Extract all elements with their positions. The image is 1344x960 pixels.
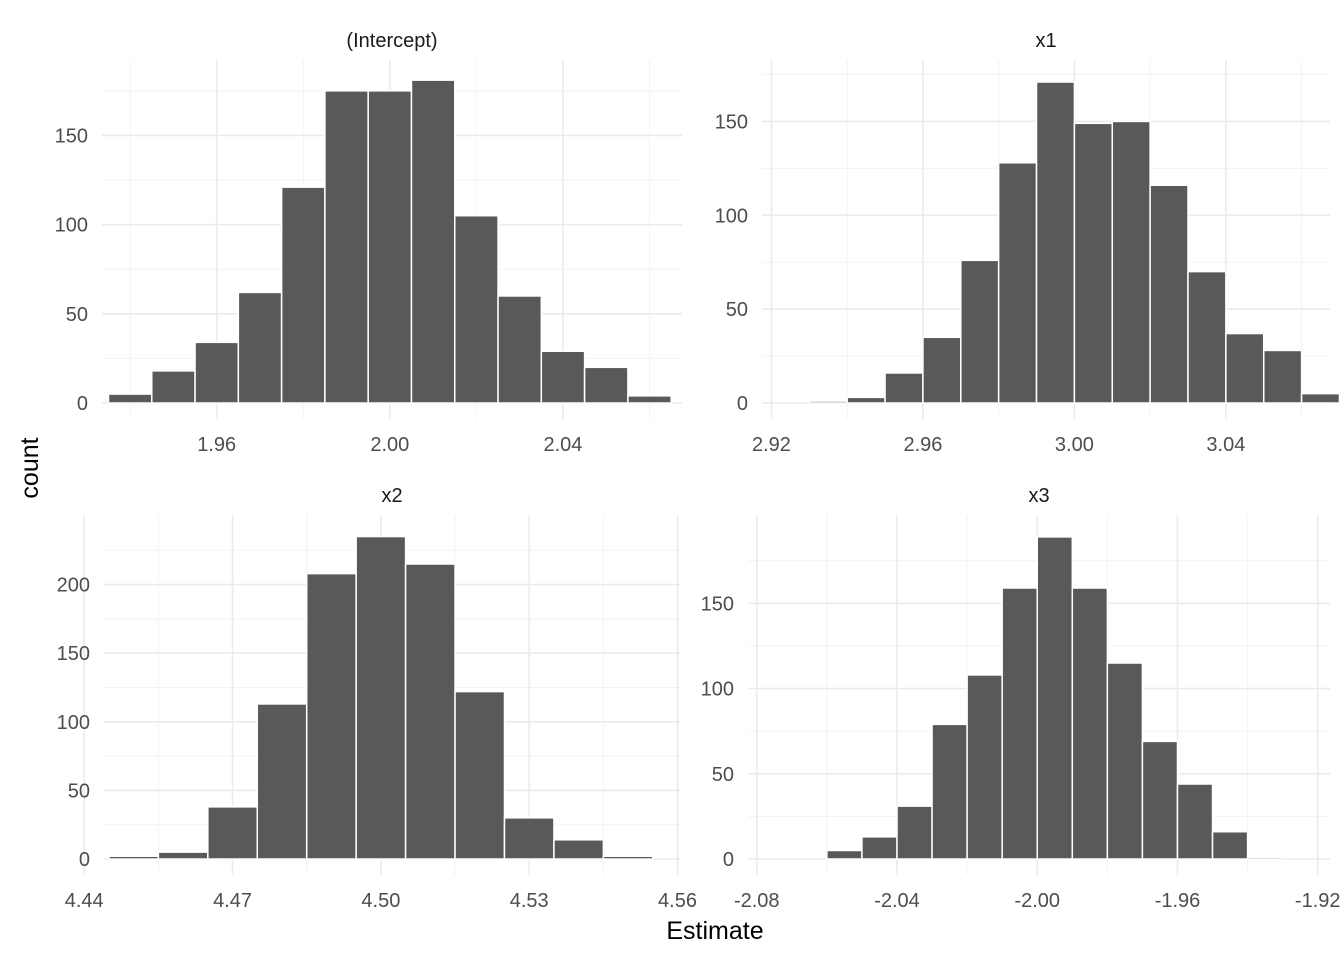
histogram-bar [410, 79, 456, 404]
x-tick-label: 2.96 [903, 434, 942, 456]
histogram-bar [826, 849, 863, 860]
histogram-bar [1073, 122, 1114, 404]
y-tick-label: 100 [701, 679, 734, 701]
histogram-bar [553, 839, 605, 860]
x-tick-label: 2.00 [370, 434, 409, 456]
histogram-bar [808, 400, 848, 404]
histogram-bar [151, 370, 196, 404]
y-tick-label: 0 [77, 393, 88, 415]
histogram-bar [1071, 587, 1109, 860]
facet-title: x3 [1028, 485, 1049, 507]
x-tick-label: 1.96 [197, 434, 236, 456]
x-tick-label: 4.47 [213, 890, 252, 912]
x-tick-label: 4.44 [65, 890, 104, 912]
histogram-bar [960, 259, 1000, 404]
x-tick-label: 4.53 [510, 890, 549, 912]
histogram-bar [602, 855, 654, 860]
histogram-bar [1001, 587, 1038, 860]
histogram-bar [107, 393, 153, 404]
facet-panel: 0 50 100 150 2.92 2.96 3.00 3.04 x1 [715, 30, 1341, 456]
histogram-bar [256, 703, 308, 860]
x-tick-label: 3.04 [1206, 434, 1245, 456]
histogram-bar [896, 805, 933, 860]
histogram-bar [1141, 740, 1179, 860]
histogram-bar [1035, 81, 1076, 404]
histogram-bar [108, 855, 160, 860]
histogram-bar [1187, 270, 1227, 404]
histogram-bar [861, 836, 898, 860]
histogram-bar [540, 350, 586, 404]
histogram-bar [367, 90, 413, 404]
x-tick-label: 3.00 [1055, 434, 1094, 456]
y-tick-label: 150 [701, 593, 734, 615]
y-tick-label: 50 [66, 304, 88, 326]
histogram-bar [207, 806, 259, 860]
histogram-bar [922, 336, 962, 404]
histogram-bar [997, 161, 1038, 404]
x-tick-label: -2.08 [734, 890, 780, 912]
histogram-bar [237, 291, 283, 404]
facet-panel: 0 50 100 150 1.96 2.00 2.04 (Intercept) [55, 30, 682, 456]
y-tick-label: 50 [712, 764, 734, 786]
x-tick-label: 4.56 [658, 890, 697, 912]
histogram-bar [194, 341, 240, 404]
y-tick-label: 150 [57, 643, 90, 665]
y-tick-label: 150 [55, 125, 88, 147]
histogram-bar [1300, 392, 1341, 404]
y-tick-label: 100 [57, 712, 90, 734]
x-tick-label: 4.50 [361, 890, 400, 912]
x-tick-label: -2.00 [1014, 890, 1060, 912]
x-tick-label: -1.92 [1295, 890, 1341, 912]
histogram-bar [1036, 536, 1074, 860]
y-tick-label: 0 [723, 849, 734, 871]
histogram-bar [404, 563, 456, 860]
y-tick-label: 200 [57, 575, 90, 597]
x-tick-label: -2.04 [874, 890, 920, 912]
histogram-bar [966, 674, 1003, 860]
histogram-bar [503, 817, 555, 860]
facet-title: (Intercept) [346, 30, 437, 52]
facet-panels: 0 50 100 150 1.96 2.00 2.04 (Intercept) 0 50 100 15… [55, 30, 1341, 912]
y-tick-label: 0 [737, 393, 748, 415]
histogram-bar [931, 723, 968, 860]
histogram-bar [627, 395, 672, 404]
histogram-bar [1111, 120, 1151, 404]
y-tick-label: 150 [715, 111, 748, 133]
facet-panel: 0 50 100 150 200 4.44 4.47 4.50 4.53 4.56 x2 [57, 485, 697, 912]
y-tick-label: 100 [55, 215, 88, 237]
histogram-bar [157, 851, 209, 860]
histogram-bar [454, 214, 499, 404]
histogram-bar [583, 366, 629, 404]
histogram-bar [1262, 349, 1303, 404]
facet-panel: 0 50 100 150 -2.08 -2.04 -2.00 -1.96 -1.92 x3 [701, 485, 1341, 912]
y-axis-title: count [16, 437, 44, 498]
histogram-bar [324, 90, 369, 404]
x-axis-title: Estimate [666, 917, 763, 945]
histogram-bar [1149, 184, 1189, 404]
histogram-bar [846, 396, 886, 404]
y-tick-label: 50 [68, 780, 90, 802]
x-tick-label: 2.92 [752, 434, 791, 456]
histogram-bar [884, 372, 924, 404]
x-tick-label: -1.96 [1155, 890, 1201, 912]
histogram-bar [454, 690, 506, 860]
y-tick-label: 0 [79, 849, 90, 871]
facet-title: x2 [381, 485, 402, 507]
histogram-bar [497, 295, 543, 404]
y-tick-label: 100 [715, 205, 748, 227]
histogram-bar [1211, 830, 1249, 860]
histogram-bar [280, 186, 326, 404]
histogram-bar [355, 535, 407, 860]
facet-title: x1 [1035, 30, 1056, 52]
y-tick-label: 50 [726, 299, 748, 321]
histogram-bar [1246, 856, 1284, 860]
histogram-bar [1225, 332, 1265, 404]
histogram-bar [1106, 662, 1144, 860]
x-tick-label: 2.04 [544, 434, 583, 456]
histogram-bar [305, 572, 357, 860]
histogram-bar [1176, 783, 1214, 860]
